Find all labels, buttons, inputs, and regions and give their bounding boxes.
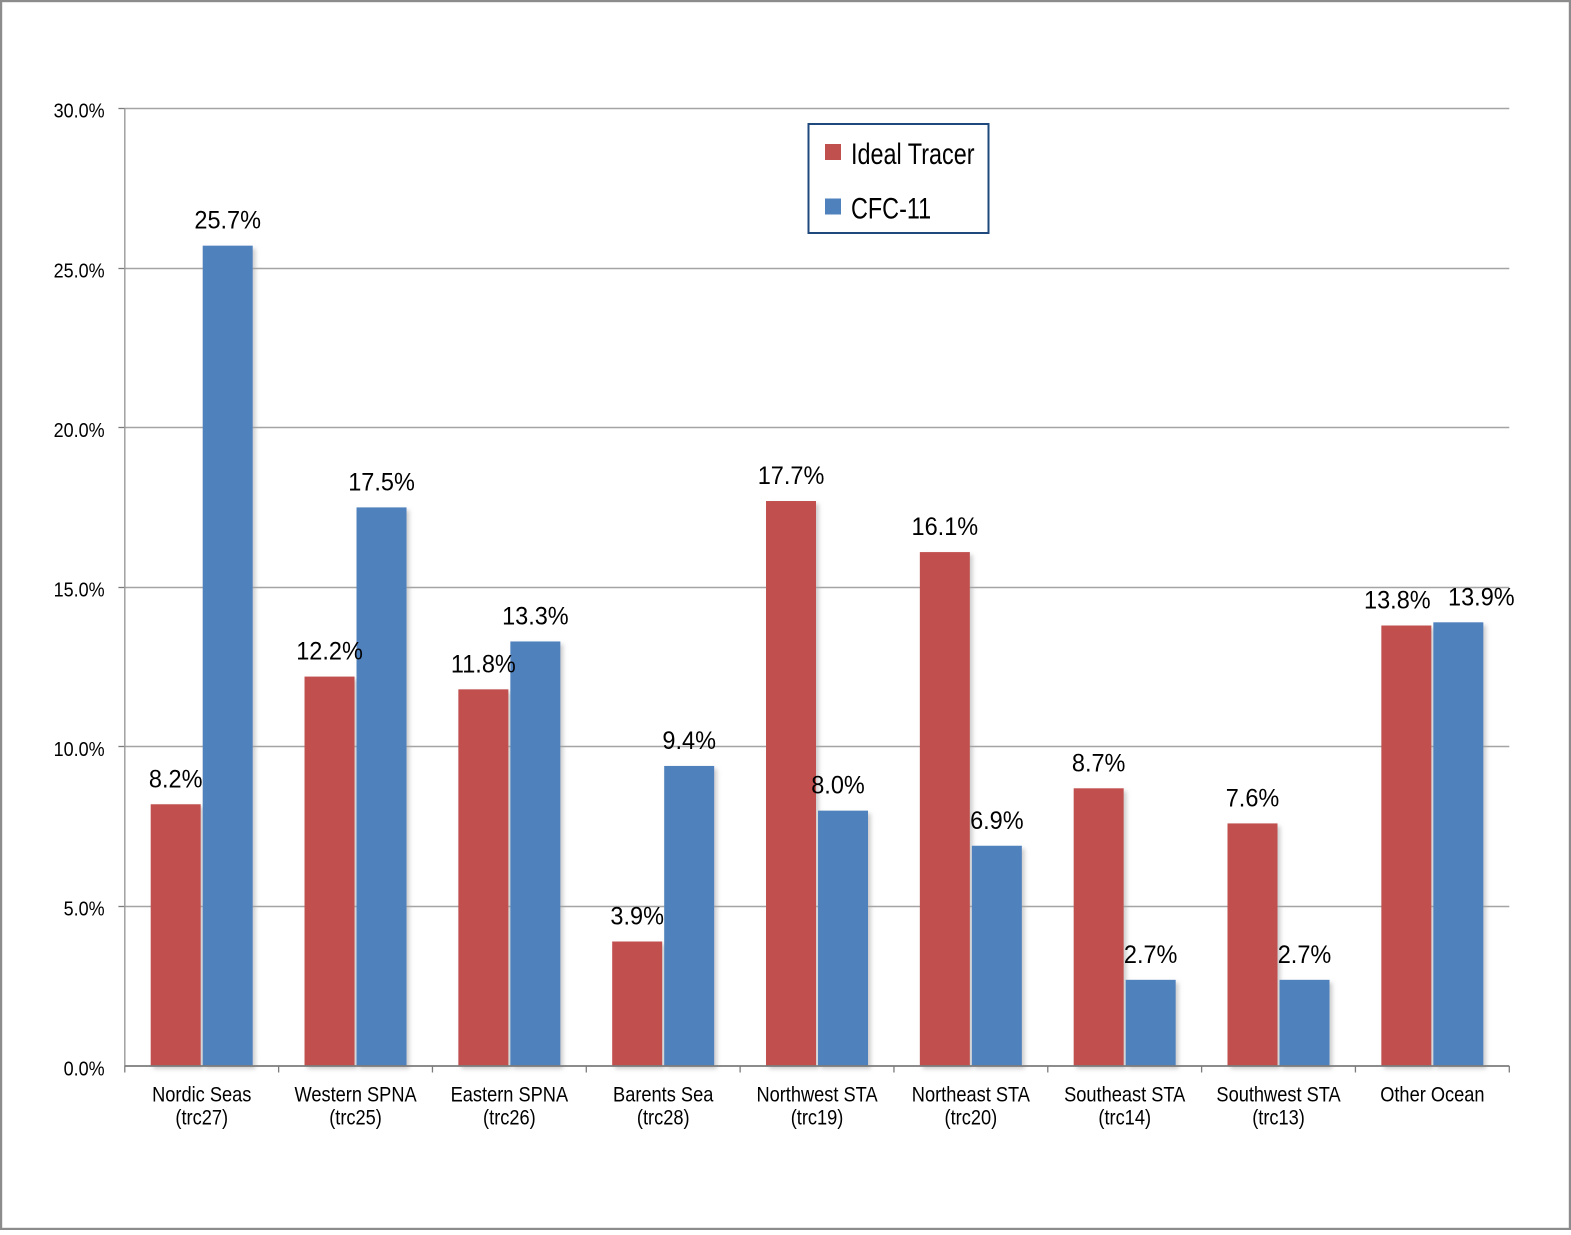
svg-text:(trc13): (trc13) [1252, 1106, 1305, 1129]
svg-text:(trc14): (trc14) [1098, 1106, 1151, 1129]
svg-text:Southwest STA: Southwest STA [1216, 1084, 1341, 1107]
svg-text:13.3%: 13.3% [502, 603, 569, 631]
svg-text:(trc26): (trc26) [483, 1106, 536, 1129]
svg-text:30.0%: 30.0% [54, 101, 105, 123]
svg-text:5.0%: 5.0% [64, 899, 105, 921]
svg-text:Northeast STA: Northeast STA [912, 1084, 1031, 1107]
svg-text:8.7%: 8.7% [1072, 750, 1126, 778]
svg-text:(trc19): (trc19) [791, 1106, 844, 1129]
svg-text:Other Ocean: Other Ocean [1380, 1084, 1484, 1107]
svg-text:13.9%: 13.9% [1448, 584, 1515, 612]
svg-text:Ideal Tracer: Ideal Tracer [851, 137, 975, 170]
svg-text:17.5%: 17.5% [348, 469, 415, 497]
svg-text:15.0%: 15.0% [54, 580, 105, 602]
svg-text:(trc28): (trc28) [637, 1106, 690, 1129]
svg-text:CFC-11: CFC-11 [851, 192, 931, 225]
svg-text:17.7%: 17.7% [758, 462, 825, 490]
svg-text:25.0%: 25.0% [54, 260, 105, 282]
svg-text:10.0%: 10.0% [54, 739, 105, 761]
svg-text:8.2%: 8.2% [149, 766, 203, 794]
svg-text:Southeast STA: Southeast STA [1064, 1084, 1186, 1107]
svg-text:Eastern SPNA: Eastern SPNA [451, 1084, 569, 1107]
svg-text:12.2%: 12.2% [296, 638, 363, 666]
svg-text:11.8%: 11.8% [451, 651, 516, 679]
svg-text:3.9%: 3.9% [610, 903, 664, 931]
svg-text:6.9%: 6.9% [970, 807, 1024, 835]
svg-text:25.7%: 25.7% [194, 207, 261, 235]
svg-text:8.0%: 8.0% [811, 772, 865, 800]
svg-text:2.7%: 2.7% [1278, 941, 1332, 969]
svg-text:9.4%: 9.4% [662, 727, 716, 755]
svg-text:13.8%: 13.8% [1364, 587, 1431, 615]
svg-text:2.7%: 2.7% [1124, 941, 1178, 969]
svg-text:7.6%: 7.6% [1226, 785, 1280, 813]
svg-text:(trc25): (trc25) [329, 1106, 382, 1129]
svg-text:Nordic Seas: Nordic Seas [152, 1084, 251, 1107]
svg-text:Barents Sea: Barents Sea [613, 1084, 713, 1107]
svg-text:(trc27): (trc27) [175, 1106, 228, 1129]
svg-text:16.1%: 16.1% [912, 513, 979, 541]
svg-text:(trc20): (trc20) [945, 1106, 998, 1129]
svg-text:Northwest STA: Northwest STA [756, 1084, 878, 1107]
svg-text:0.0%: 0.0% [64, 1058, 105, 1080]
svg-text:Western SPNA: Western SPNA [294, 1084, 417, 1107]
svg-text:20.0%: 20.0% [54, 420, 105, 442]
